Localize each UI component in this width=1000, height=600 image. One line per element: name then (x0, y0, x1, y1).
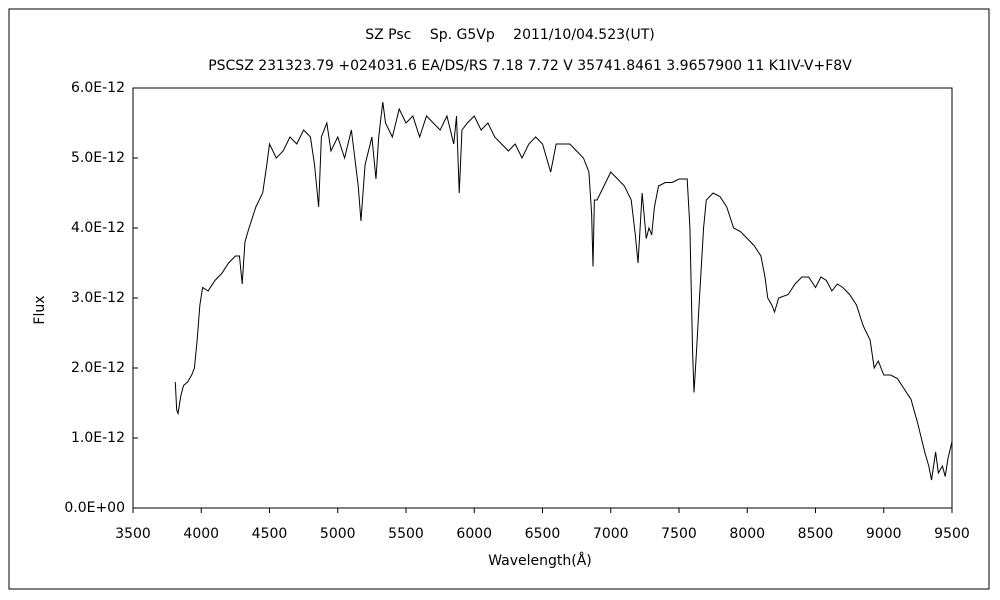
y-tick-label: 3.0E-12 (71, 290, 125, 306)
chart-title: SZ Psc Sp. G5Vp 2011/10/04.523(UT) (365, 27, 655, 43)
x-tick-label: 5000 (320, 526, 356, 542)
y-tick-label: 1.0E-12 (71, 430, 125, 446)
y-tick-label: 4.0E-12 (71, 220, 125, 236)
x-tick-label: 4000 (183, 526, 219, 542)
x-tick-label: 8000 (729, 526, 765, 542)
y-tick-label: 0.0E+00 (64, 500, 125, 516)
chart-frame (8, 8, 990, 590)
x-tick-label: 3500 (115, 526, 151, 542)
x-tick-label: 4500 (252, 526, 288, 542)
x-tick-label: 7500 (661, 526, 697, 542)
x-tick-label: 8500 (798, 526, 834, 542)
chart-subtitle: PSCSZ 231323.79 +024031.6 EA/DS/RS 7.18 … (208, 58, 852, 74)
spectrum-line (174, 101, 953, 481)
y-tick-label: 2.0E-12 (71, 360, 125, 376)
x-tick-label: 6000 (456, 526, 492, 542)
y-tick-label: 5.0E-12 (71, 150, 125, 166)
x-tick-label: 7000 (593, 526, 629, 542)
x-tick-label: 5500 (388, 526, 424, 542)
x-tick-label: 6500 (525, 526, 561, 542)
y-tick-label: 6.0E-12 (71, 80, 125, 96)
x-tick-label: 9500 (934, 526, 970, 542)
y-axis-label: Flux (32, 295, 48, 324)
x-axis-label: Wavelength(Å) (488, 552, 592, 569)
x-tick-label: 9000 (866, 526, 902, 542)
